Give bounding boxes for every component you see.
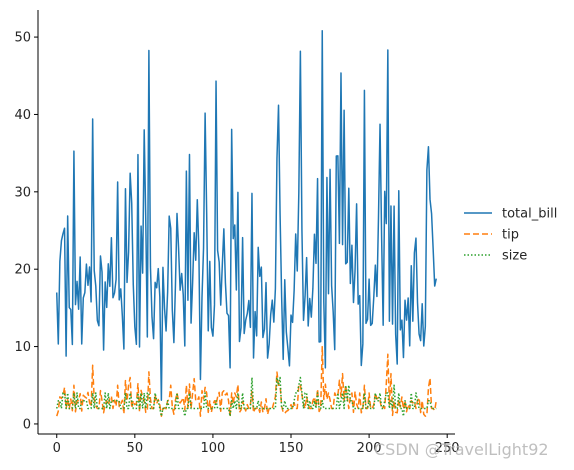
series-line-total-bill [55, 30, 437, 401]
series-line-size [56, 376, 437, 417]
y-tick-label: 20 [14, 263, 31, 278]
y-tick-label: 50 [14, 31, 31, 46]
legend-label-total-bill: total_bill [502, 207, 557, 222]
y-tick-label: 30 [14, 185, 31, 200]
plot-area [55, 30, 438, 417]
x-tick-label: 150 [279, 441, 304, 456]
series-line-tip [56, 345, 438, 417]
x-tick-label: 0 [53, 441, 61, 456]
y-tick-label: 40 [14, 108, 31, 123]
y-tick-label: 10 [14, 340, 31, 355]
y-tick-label: 0 [23, 417, 31, 432]
y-axis: 0 10 20 30 40 50 [14, 10, 39, 434]
x-tick-label: 250 [435, 441, 460, 456]
legend-label-size: size [502, 249, 527, 264]
x-axis: 0 50 100 150 200 250 [38, 433, 460, 456]
legend-label-tip: tip [502, 228, 519, 243]
x-tick-label: 50 [127, 441, 144, 456]
x-tick-label: 100 [201, 441, 226, 456]
watermark-text: CSDN @TravelLight92 [374, 440, 549, 459]
x-tick-label: 200 [357, 441, 382, 456]
